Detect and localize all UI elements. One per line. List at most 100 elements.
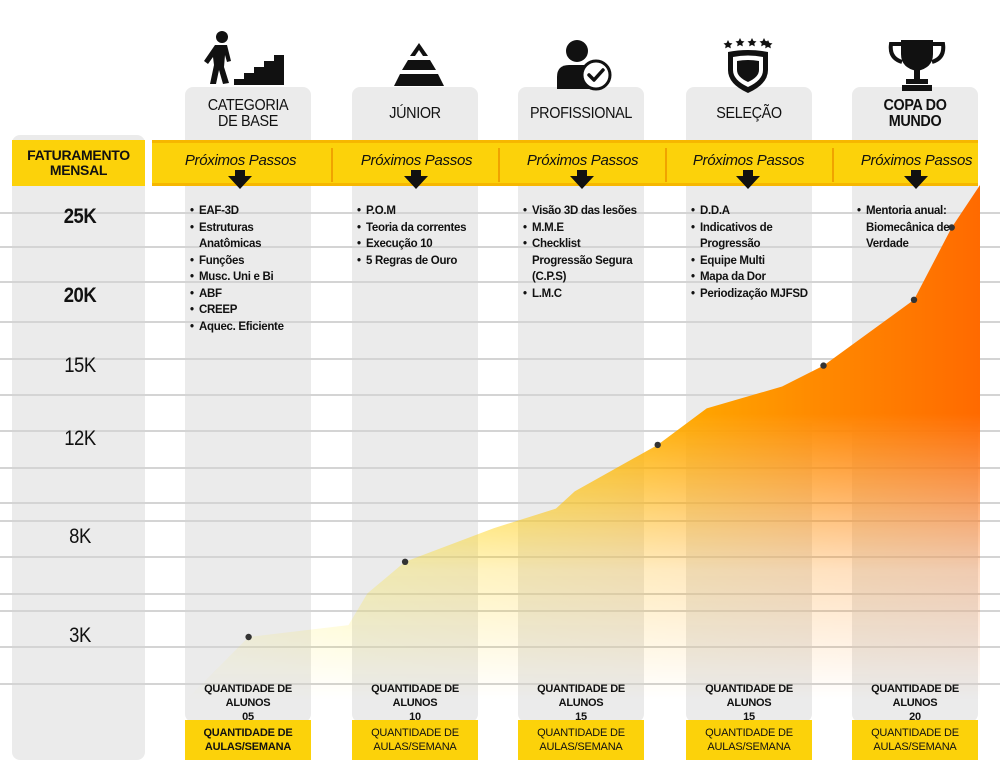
data-point-marker — [654, 441, 661, 449]
students-count-value: 15 — [575, 711, 587, 723]
level-skill-list: Mentoria anual: Biomecânica de Verdade — [857, 203, 975, 253]
skill-list-item: Teoria da correntes — [357, 220, 475, 237]
skill-list-item: M.M.E — [523, 220, 641, 237]
skill-list-item: Musc. Uni e Bi — [190, 269, 308, 286]
next-steps-divider — [832, 148, 834, 182]
skill-list-item: Aquec. Eficiente — [190, 319, 308, 336]
classes-per-week-label: QUANTIDADE DE AULAS/SEMANA — [371, 727, 459, 753]
level-title: PROFISSIONAL — [529, 105, 633, 122]
level-title: COPA DO MUNDO — [883, 97, 947, 130]
level-title: JÚNIOR — [389, 105, 441, 122]
skill-list-item: Funções — [190, 253, 308, 270]
verified-user-icon — [555, 39, 615, 91]
data-point-marker — [245, 633, 252, 641]
skill-list-item: 5 Regras de Ouro — [357, 253, 475, 270]
skill-list-item: Checklist Progressão Segura (C.P.S) — [523, 236, 641, 286]
students-count-label: QUANTIDADE DE ALUNOS — [371, 683, 459, 709]
students-count-value: 20 — [909, 711, 921, 723]
students-count-value: 05 — [242, 711, 254, 723]
gridline — [0, 394, 1000, 396]
classes-per-week-box: QUANTIDADE DE AULAS/SEMANA — [352, 720, 478, 760]
skill-list-item: CREEP — [190, 302, 308, 319]
data-point-marker — [401, 558, 409, 565]
classes-per-week-box: QUANTIDADE DE AULAS/SEMANA — [686, 720, 812, 760]
next-steps-label: Próximos Passos — [184, 152, 297, 169]
shield-stars-icon — [722, 38, 774, 94]
skill-list-item: Estruturas Anatômicas — [190, 220, 308, 253]
skill-list-item: Execução 10 — [357, 236, 475, 253]
data-point-marker — [910, 296, 918, 303]
level-skill-list: D.D.AIndicativos de ProgressãoEquipe Mul… — [691, 203, 809, 302]
next-steps-bar — [152, 140, 978, 186]
students-count-label: QUANTIDADE DE ALUNOS — [705, 683, 793, 709]
next-steps-divider — [498, 148, 500, 182]
down-arrow-icon — [228, 176, 252, 189]
skill-list-item: L.M.C — [523, 286, 641, 303]
stairs-climber-icon — [198, 31, 294, 91]
classes-per-week-label: QUANTIDADE DE AULAS/SEMANA — [203, 727, 293, 753]
skill-list-item: D.D.A — [691, 203, 809, 220]
level-title: CATEGORIA DE BASE — [207, 97, 289, 130]
classes-per-week-box: QUANTIDADE DE AULAS/SEMANA — [518, 720, 644, 760]
gridline — [0, 246, 1000, 248]
students-count-label: QUANTIDADE DE ALUNOS — [204, 683, 292, 709]
down-arrow-icon — [736, 176, 760, 189]
next-steps-divider — [331, 148, 333, 182]
down-arrow-icon — [743, 170, 753, 177]
gridline — [0, 520, 1000, 522]
level-skill-list: P.O.MTeoria da correntesExecução 105 Reg… — [357, 203, 475, 269]
gridline — [0, 358, 1000, 360]
gridline — [0, 430, 1000, 432]
classes-per-week-label: QUANTIDADE DE AULAS/SEMANA — [705, 727, 793, 753]
down-arrow-icon — [411, 170, 421, 177]
level-column-panel — [185, 87, 311, 722]
students-count-value: 15 — [743, 711, 755, 723]
gridline — [0, 281, 1000, 283]
y-tick-label: 8K — [69, 525, 91, 548]
next-steps-label: Próximos Passos — [692, 152, 805, 169]
skill-list-item: Indicativos de Progressão — [691, 220, 809, 253]
y-axis-title: FATURAMENTO MENSAL — [12, 140, 145, 186]
y-tick-label: 20K — [63, 284, 97, 307]
skill-list-item: Mentoria anual: Biomecânica de Verdade — [857, 203, 975, 253]
students-count: QUANTIDADE DE ALUNOS 15 — [518, 682, 644, 724]
skill-list-item: ABF — [190, 286, 308, 303]
y-tick-label: 25K — [63, 205, 97, 228]
y-axis-title-text: FATURAMENTO MENSAL — [27, 147, 130, 178]
level-skill-list: Visão 3D das lesõesM.M.EChecklist Progre… — [523, 203, 641, 302]
gridline — [0, 321, 1000, 323]
classes-per-week-label: QUANTIDADE DE AULAS/SEMANA — [537, 727, 625, 753]
down-arrow-icon — [404, 176, 428, 189]
level-skill-list: EAF-3DEstruturas AnatômicasFunçõesMusc. … — [190, 203, 308, 335]
students-count-label: QUANTIDADE DE ALUNOS — [871, 683, 959, 709]
gridline — [0, 467, 1000, 469]
y-tick-label: 3K — [69, 624, 91, 647]
next-steps-label: Próximos Passos — [860, 152, 973, 169]
gridline — [0, 502, 1000, 504]
skill-list-item: Visão 3D das lesões — [523, 203, 641, 220]
trophy-icon — [887, 38, 947, 92]
down-arrow-icon — [235, 170, 245, 177]
down-arrow-icon — [904, 176, 928, 189]
students-count: QUANTIDADE DE ALUNOS 10 — [352, 682, 478, 724]
down-arrow-icon — [911, 170, 921, 177]
revenue-area — [160, 185, 980, 740]
down-arrow-icon — [577, 170, 587, 177]
level-title: SELEÇÃO — [716, 105, 782, 122]
students-count: QUANTIDADE DE ALUNOS 20 — [852, 682, 978, 724]
next-steps-divider — [665, 148, 667, 182]
students-count: QUANTIDADE DE ALUNOS 15 — [686, 682, 812, 724]
y-tick-label: 12K — [64, 427, 96, 450]
y-axis-panel — [12, 135, 145, 760]
y-tick-label: 15K — [64, 354, 96, 377]
down-arrow-icon — [570, 176, 594, 189]
pyramid-icon — [392, 42, 446, 88]
skill-list-item: Periodização MJFSD — [691, 286, 809, 303]
skill-list-item: Mapa da Dor — [691, 269, 809, 286]
classes-per-week-box: QUANTIDADE DE AULAS/SEMANA — [185, 720, 311, 760]
students-count-value: 10 — [409, 711, 421, 723]
data-point-marker — [820, 362, 827, 369]
classes-per-week-box: QUANTIDADE DE AULAS/SEMANA — [852, 720, 978, 760]
